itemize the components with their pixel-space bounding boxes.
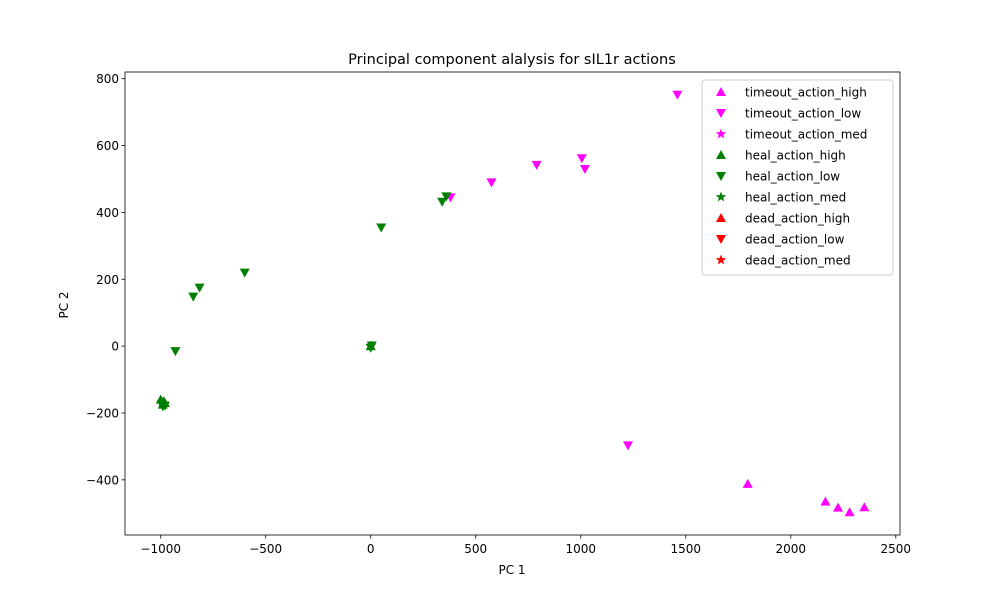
y-tick-label: 200: [96, 273, 119, 287]
series-heal-action-low: [157, 192, 452, 412]
series-timeout-action-high: [742, 478, 870, 517]
series-heal-action-high: [155, 341, 376, 409]
x-tick-label: 1500: [670, 542, 701, 556]
legend-marker: [716, 172, 726, 181]
y-axis: −400 −200 0 200 400 600 800: [86, 72, 125, 487]
legend-entry: heal_action_med: [745, 191, 846, 205]
x-tick-label: 2000: [776, 542, 807, 556]
legend-marker: [715, 128, 727, 139]
data-point: [576, 154, 587, 164]
data-point: [486, 178, 497, 188]
data-point: [376, 223, 387, 233]
data-point: [672, 90, 683, 100]
legend-marker: [716, 150, 726, 159]
series-timeout-action-low: [445, 90, 683, 451]
y-tick-label: 800: [96, 72, 119, 86]
data-point: [579, 164, 590, 174]
data-point: [531, 160, 542, 170]
data-point: [239, 268, 250, 278]
chart-title: Principal component alalysis for sIL1r a…: [348, 52, 676, 68]
y-tick-label: −400: [86, 473, 119, 487]
data-point: [820, 496, 831, 506]
legend-marker: [716, 87, 726, 96]
legend-marker: [716, 213, 726, 222]
legend-marker: [715, 254, 727, 265]
data-point: [170, 347, 181, 357]
data-point: [194, 283, 205, 293]
y-tick-label: 400: [96, 206, 119, 220]
legend-entry: timeout_action_med: [745, 128, 867, 142]
x-tick-label: 500: [464, 542, 487, 556]
legend-entry: dead_action_high: [745, 212, 850, 226]
x-tick-label: 2500: [881, 542, 912, 556]
y-axis-label: PC 2: [57, 291, 71, 318]
data-point: [833, 502, 844, 512]
legend-marker: [716, 235, 726, 244]
legend-entry: heal_action_high: [745, 149, 846, 163]
legend: timeout_action_high timeout_action_lowtim…: [701, 79, 894, 276]
legend-entry: timeout_action_low: [745, 107, 861, 121]
y-tick-label: −200: [86, 406, 119, 420]
data-point: [742, 478, 753, 488]
axes-frame: [124, 71, 901, 536]
data-point: [365, 340, 376, 351]
legend-entry: timeout_action_high: [745, 86, 867, 100]
x-axis-label: PC 1: [498, 563, 525, 577]
legend-entry: heal_action_low: [745, 170, 840, 184]
plot-area: [124, 71, 901, 536]
data-point: [859, 502, 870, 512]
data-point: [437, 197, 448, 207]
legend-marker: [716, 109, 726, 118]
legend-entry: dead_action_med: [745, 254, 851, 268]
data-point: [156, 396, 167, 407]
data-point: [441, 192, 452, 202]
data-point: [844, 507, 855, 517]
x-tick-label: −500: [249, 542, 282, 556]
legend-entry: dead_action_low: [745, 233, 845, 247]
legend-box: [701, 79, 894, 276]
series-heal-action-med: [156, 340, 376, 407]
legend-marker: [715, 191, 727, 202]
data-point: [188, 292, 199, 302]
x-axis: −1000 −500 0 500 1000 1500 2000 2500: [140, 535, 911, 556]
data-point: [623, 441, 634, 451]
y-tick-label: 600: [96, 139, 119, 153]
y-tick-label: 0: [111, 340, 119, 354]
x-tick-label: −1000: [140, 542, 181, 556]
x-tick-label: 1000: [565, 542, 596, 556]
x-tick-label: 0: [367, 542, 375, 556]
